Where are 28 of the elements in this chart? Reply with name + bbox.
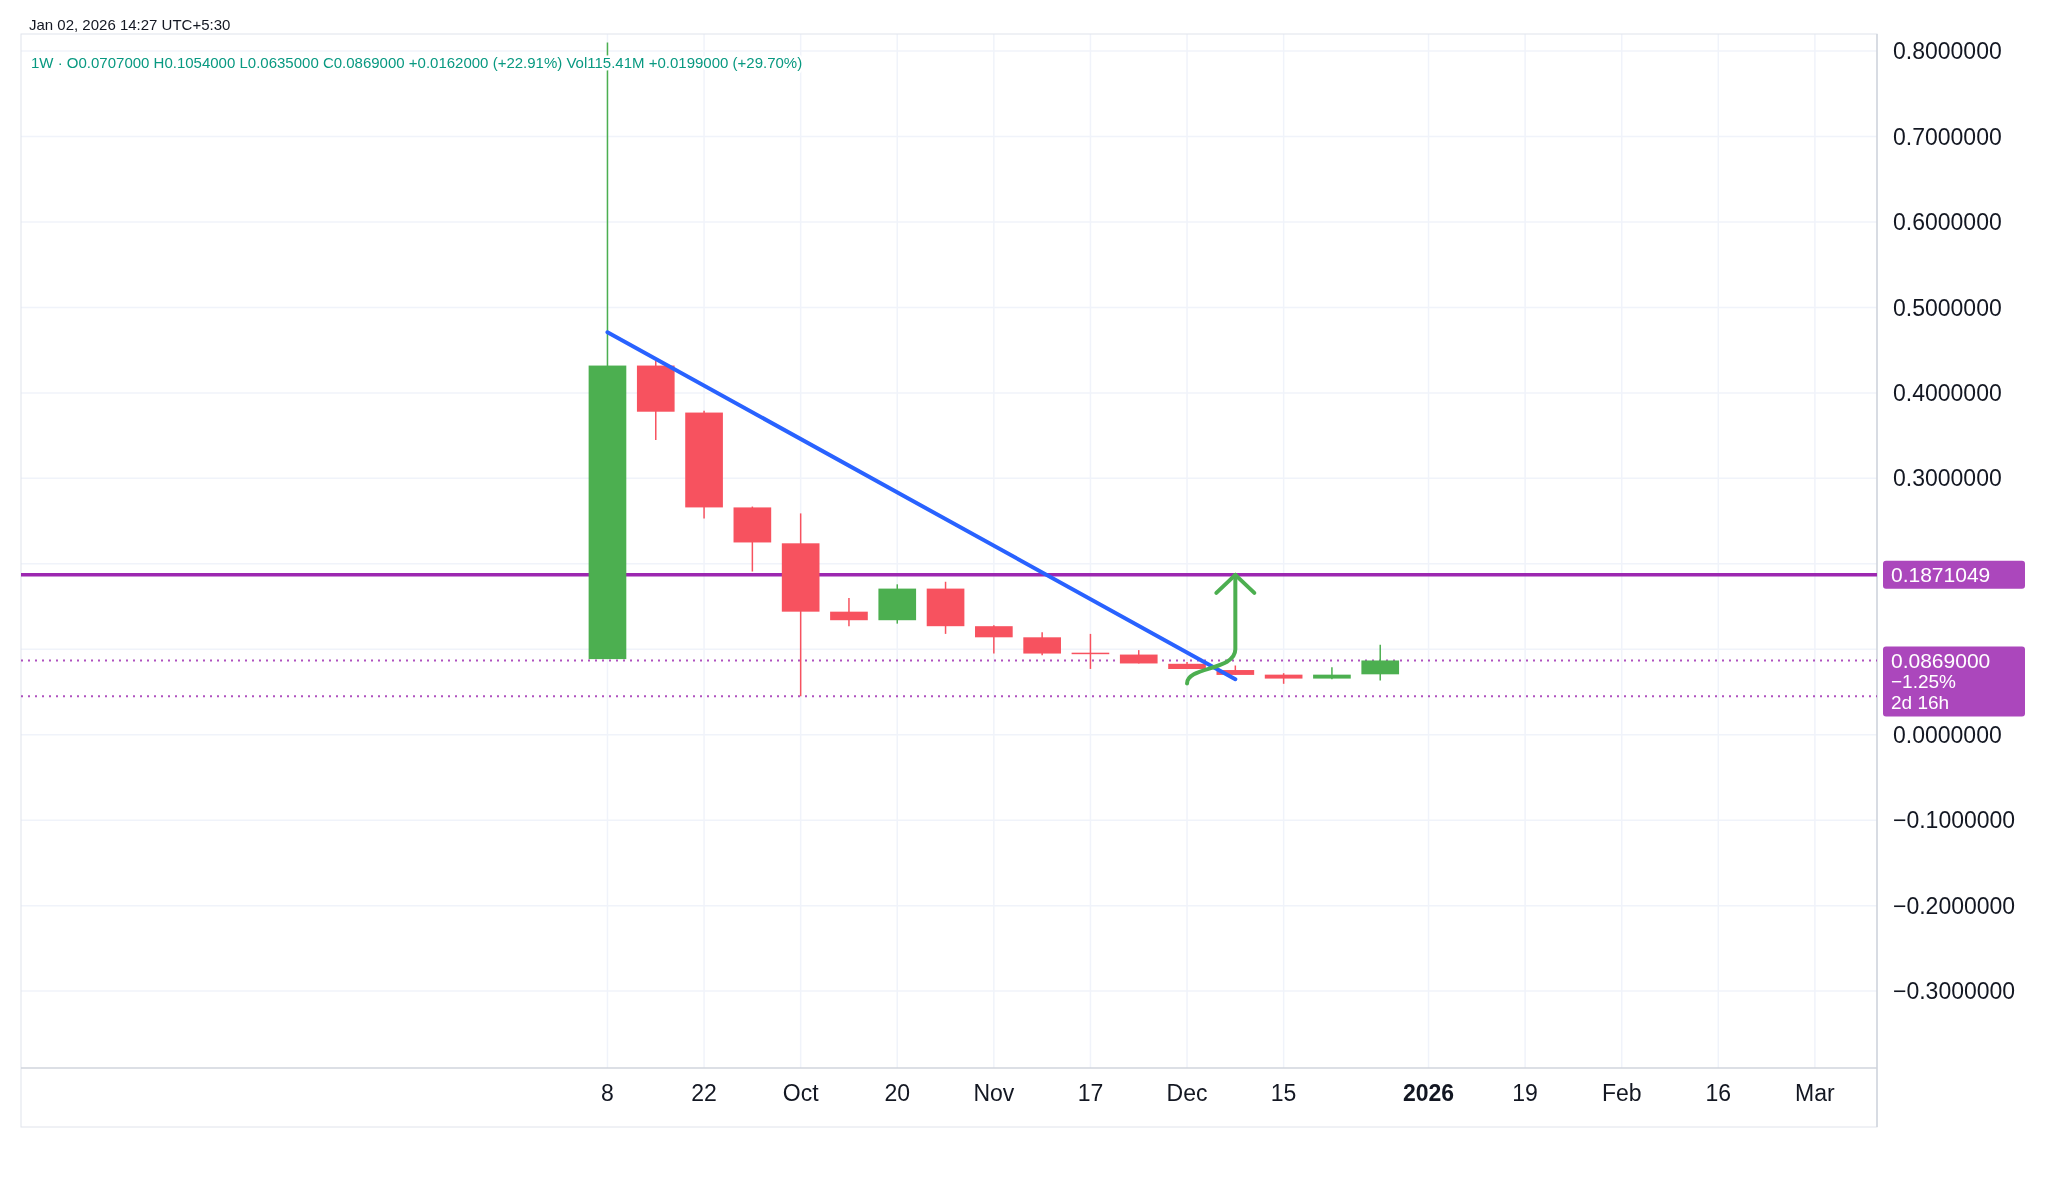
x-tick-label: 19: [1512, 1080, 1538, 1106]
y-tick-label: 0.5000000: [1893, 294, 2002, 321]
x-tick-label: 22: [691, 1080, 717, 1106]
y-tick-label: 0.3000000: [1893, 465, 2002, 492]
x-tick-label: 17: [1077, 1080, 1104, 1106]
x-tick-label: 8: [601, 1080, 614, 1106]
x-tick-label: 2026: [1402, 1080, 1455, 1106]
text: Jan 02, 2026 14:27 UTC+5:30: [29, 16, 231, 33]
y-tick-label: 0.7000000: [1893, 123, 2002, 150]
text: 2d 16h: [1891, 692, 1950, 714]
y-tick-label: −0.2000000: [1893, 892, 2016, 919]
text: −1.25%: [1891, 671, 1957, 693]
x-tick-label: Feb: [1601, 1080, 1642, 1106]
y-tick-label: −0.3000000: [1893, 978, 2016, 1005]
y-tick-label: 0.8000000: [1893, 38, 2002, 65]
y-tick-label: 0.6000000: [1893, 209, 2002, 236]
x-tick-label: 15: [1270, 1080, 1297, 1106]
x-tick-label: Dec: [1166, 1080, 1208, 1106]
x-tick-label: 20: [884, 1080, 911, 1106]
ref-line-label: 0.0869000: [1891, 648, 1991, 672]
x-tick-label: 16: [1705, 1080, 1732, 1106]
y-tick-label: −0.1000000: [1893, 807, 2016, 834]
x-tick-label: Nov: [973, 1080, 1015, 1106]
y-tick-label: 0.0000000: [1893, 721, 2002, 748]
ref-line-label: 0.1871049: [1891, 563, 1991, 587]
x-tick-label: Mar: [1795, 1080, 1836, 1106]
x-tick-label: Oct: [782, 1080, 820, 1106]
y-tick-label: 0.4000000: [1893, 379, 2002, 406]
